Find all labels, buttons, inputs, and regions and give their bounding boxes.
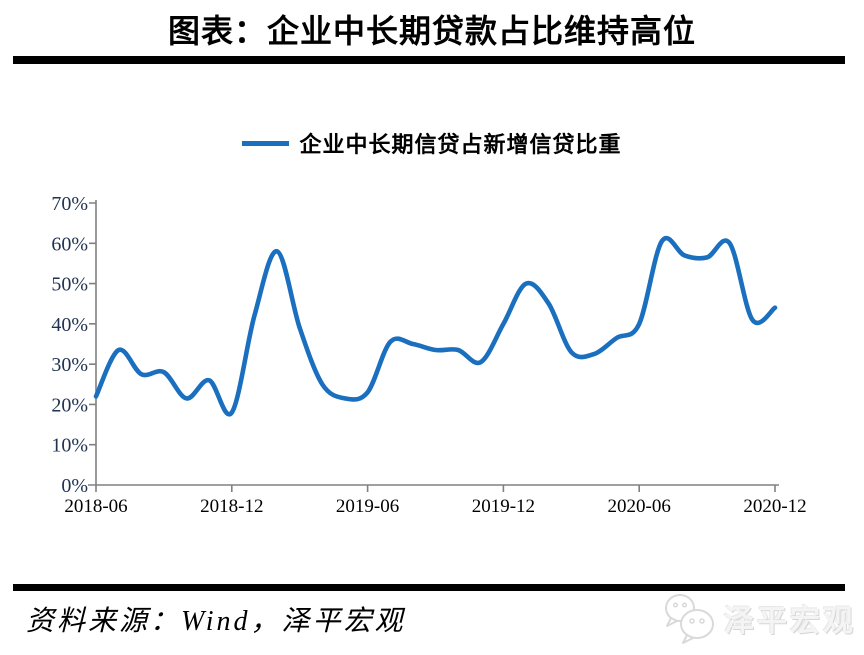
x-tick-label: 2020-06: [608, 496, 671, 517]
legend-line-swatch: [242, 140, 290, 146]
bottom-divider: [13, 584, 845, 591]
y-tick-label: 20%: [51, 394, 88, 416]
x-tick-label: 2018-06: [64, 496, 127, 517]
x-tick-label: 2019-12: [472, 496, 535, 517]
watermark-text: 泽平宏观: [724, 605, 856, 638]
y-tick-label: 10%: [51, 435, 88, 457]
data-line-series: [93, 236, 778, 417]
x-tick-label: 2020-12: [743, 496, 806, 517]
y-tick-label: 30%: [51, 354, 88, 376]
x-tick-label: 2019-06: [336, 496, 399, 517]
watermark: 泽平宏观: [660, 592, 856, 644]
legend: 企业中长期信贷占新增信贷比重: [0, 127, 864, 159]
y-tick-label: 70%: [51, 193, 88, 215]
legend-label: 企业中长期信贷占新增信贷比重: [299, 132, 622, 157]
axes: [88, 200, 779, 492]
page-title: 图表：企业中长期贷款占比维持高位: [167, 13, 696, 49]
y-tick-label: 50%: [51, 274, 88, 296]
y-tick-label: 60%: [51, 233, 88, 255]
y-tick-label: 40%: [51, 314, 88, 336]
x-tick-label: 2018-12: [200, 496, 263, 517]
y-tick-label: 0%: [61, 475, 88, 497]
wechat-icon: [665, 594, 714, 644]
source-text: 资料来源：Wind，泽平宏观: [26, 606, 406, 637]
top-divider: [13, 56, 845, 64]
